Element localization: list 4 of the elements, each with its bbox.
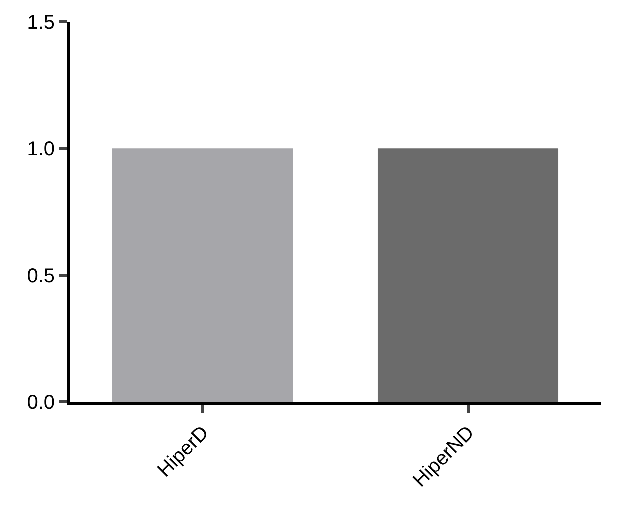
y-tick-label: 1.5 — [27, 12, 55, 34]
y-tick-label: 0.5 — [27, 265, 55, 288]
y-tick-label: 0.0 — [27, 392, 55, 414]
y-tick-label: 1.0 — [27, 138, 55, 161]
